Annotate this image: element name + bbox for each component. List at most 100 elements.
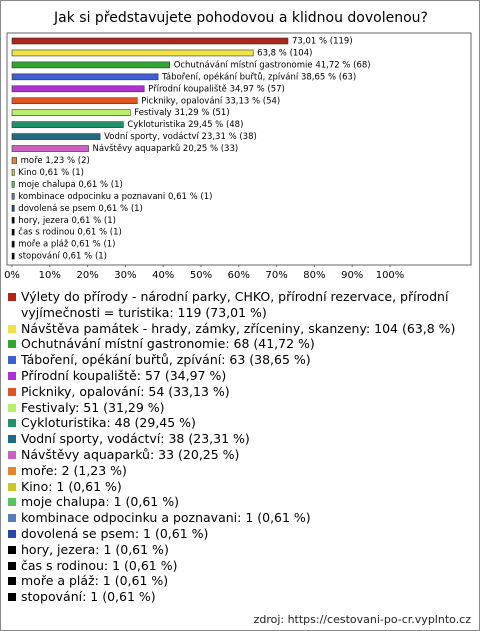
x-tick-label: 20%	[76, 270, 98, 281]
bar	[11, 252, 15, 260]
value-label: Cykloturistika 29,45 % (48)	[127, 120, 243, 130]
legend-label: Cykloturistika: 48 (29,45 %)	[21, 415, 196, 431]
legend-swatch	[8, 482, 16, 491]
bar	[11, 73, 159, 81]
legend-label: Táboření, opékání buřtů, zpívání: 63 (38…	[21, 352, 311, 368]
legend-swatch	[8, 293, 16, 301]
legend-entry: Pickniky, opalování: 54 (33,13 %)	[7, 384, 469, 400]
value-label: dovolená se psem 0,61 % (1)	[18, 204, 143, 214]
bar	[11, 216, 15, 224]
bar	[11, 37, 289, 45]
legend-swatch	[8, 545, 16, 554]
value-label: Kino 0,61 % (1)	[18, 168, 84, 178]
legend-swatch	[8, 498, 16, 507]
value-label: hory, jezera 0,61 % (1)	[18, 216, 116, 226]
bar	[11, 109, 131, 116]
value-label: moje chalupa 0,61 % (1)	[18, 180, 123, 190]
legend-entry: moře: 2 (1,23 %)	[7, 463, 469, 479]
legend-swatch	[8, 577, 16, 586]
legend-label: dovolená se psem: 1 (0,61 %)	[21, 525, 209, 541]
source: zdroj: https://cestovani-po-cr.vyplnto.c…	[253, 613, 471, 626]
x-tick-label: 0%	[4, 270, 20, 281]
legend-entry: Návštěvy aquaparků: 33 (20,25 %)	[7, 447, 469, 463]
bar	[11, 181, 15, 188]
value-label: Festivaly 31,29 % (51)	[134, 108, 229, 118]
x-tick-label: 30%	[114, 270, 136, 281]
legend-entry: moje chalupa: 1 (0,61 %)	[7, 494, 469, 510]
legend-swatch	[8, 466, 16, 475]
legend-swatch	[8, 450, 16, 459]
bar	[11, 85, 145, 93]
legend-label: Přírodní koupaliště: 57 (34,97 %)	[21, 367, 227, 383]
legend-label: Ochutnávání místní gastronomie: 68 (41,7…	[21, 336, 315, 352]
bar	[11, 193, 15, 200]
x-tick-label: 40%	[152, 270, 174, 281]
legend-entry: Ochutnávání místní gastronomie: 68 (41,7…	[7, 336, 469, 352]
legend-entry: hory, jezera: 1 (0,61 %)	[7, 542, 469, 558]
legend-entry: kombinace odpocinku a poznavani: 1 (0,61…	[7, 510, 469, 526]
legend-swatch	[8, 340, 16, 349]
legend-swatch	[8, 356, 16, 365]
value-label: Přírodní koupaliště 34,97 % (57)	[148, 83, 285, 94]
legend-swatch	[8, 514, 16, 523]
value-label: moře a pláž 0,61 % (1)	[18, 240, 115, 250]
x-tick-label: 90%	[341, 270, 363, 281]
legend-label: Výlety do přírody - národní parky, CHKO,…	[21, 289, 449, 320]
bar	[11, 169, 15, 176]
value-label: Návštěvy aquaparků 20,25 % (33)	[93, 143, 239, 154]
bar	[11, 157, 17, 164]
legend-label: Návštěva památek - hrady, zámky, zříceni…	[21, 320, 456, 336]
value-label: čas s rodinou 0,61 % (1)	[18, 227, 122, 238]
legend-entry: Kino: 1 (0,61 %)	[7, 479, 469, 495]
value-label: moře 1,23 % (2)	[21, 156, 90, 166]
legend-entry: čas s rodinou: 1 (0,61 %)	[7, 558, 469, 574]
value-label: 73,01 % (119)	[292, 37, 353, 47]
legend-swatch	[8, 435, 16, 444]
bar	[11, 121, 124, 128]
bar	[11, 205, 15, 212]
legend-entry: Vodní sporty, vodáctví: 38 (23,31 %)	[7, 431, 469, 447]
legend-label: Kino: 1 (0,61 %)	[21, 478, 122, 494]
value-label: Vodní sporty, vodáctví 23,31 % (38)	[104, 132, 257, 142]
legend-swatch	[8, 529, 16, 538]
bar	[11, 61, 171, 69]
legend-label: hory, jezera: 1 (0,61 %)	[21, 541, 169, 557]
bar	[11, 240, 15, 248]
legend: Výlety do přírody - národní parky, CHKO,…	[7, 289, 469, 605]
value-label: kombinace odpocinku a poznavani 0,61 % (…	[18, 192, 212, 202]
legend-label: čas s rodinou: 1 (0,61 %)	[21, 557, 178, 573]
legend-label: Festivaly: 51 (31,29 %)	[21, 399, 165, 415]
legend-swatch	[8, 403, 16, 412]
legend-label: stopování: 1 (0,61 %)	[21, 589, 156, 605]
legend-entry: Návštěva památek - hrady, zámky, zříceni…	[7, 321, 469, 337]
legend-entry: dovolená se psem: 1 (0,61 %)	[7, 526, 469, 542]
x-tick-label: 80%	[303, 270, 325, 281]
legend-label: moje chalupa: 1 (0,61 %)	[21, 494, 179, 510]
value-label: Táboření, opékání buřtů, zpívání 38,65 %…	[161, 71, 356, 82]
bar	[11, 145, 89, 152]
legend-swatch	[8, 419, 16, 428]
legend-entry: Táboření, opékání buřtů, zpívání: 63 (38…	[7, 352, 469, 368]
legend-swatch	[8, 561, 16, 570]
x-tick-label: 100%	[376, 270, 405, 281]
x-tick-label: 10%	[39, 270, 61, 281]
legend-label: Návštěvy aquaparků: 33 (20,25 %)	[21, 446, 240, 462]
x-tick-label: 70%	[265, 270, 287, 281]
legend-entry: moře a pláž: 1 (0,61 %)	[7, 573, 469, 589]
value-label: Ochutnávání místní gastronomie 41,72 % (…	[174, 60, 371, 70]
x-tick-label: 50%	[190, 270, 212, 281]
legend-swatch	[8, 387, 16, 396]
legend-label: kombinace odpocinku a poznavani: 1 (0,61…	[21, 510, 311, 526]
legend-entry: Cykloturistika: 48 (29,45 %)	[7, 415, 469, 431]
chart-title: Jak si představujete pohodovou a klidnou…	[53, 10, 428, 26]
legend-label: moře: 2 (1,23 %)	[21, 462, 127, 478]
legend-swatch	[8, 593, 16, 602]
bar	[11, 228, 15, 236]
legend-entry: Přírodní koupaliště: 57 (34,97 %)	[7, 368, 469, 384]
bar	[11, 49, 254, 57]
legend-entry: Výlety do přírody - národní parky, CHKO,…	[7, 289, 469, 321]
value-label: stopování 0,61 % (1)	[18, 252, 107, 262]
value-label: 63,8 % (104)	[257, 48, 312, 58]
legend-label: moře a pláž: 1 (0,61 %)	[21, 573, 169, 589]
